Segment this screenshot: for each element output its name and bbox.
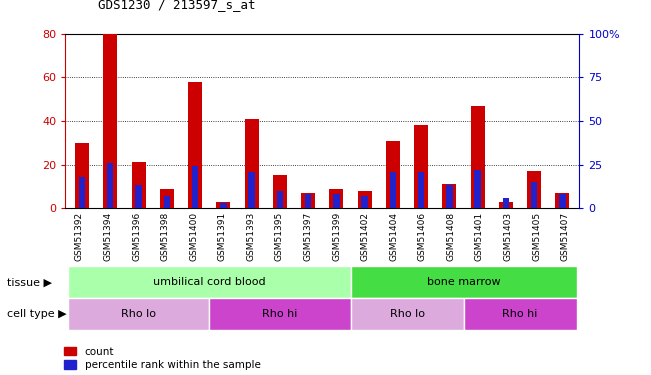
Text: GSM51401: GSM51401: [475, 212, 484, 261]
Bar: [216, 202, 230, 208]
Text: Rho hi: Rho hi: [262, 309, 298, 319]
Bar: [464, 298, 577, 330]
Bar: [159, 189, 174, 208]
Bar: [446, 186, 452, 208]
Text: Rho lo: Rho lo: [121, 309, 156, 319]
Text: GSM51406: GSM51406: [418, 212, 427, 261]
Bar: [132, 162, 146, 208]
Bar: [68, 266, 350, 298]
Text: umbilical cord blood: umbilical cord blood: [153, 277, 266, 287]
Text: GSM51400: GSM51400: [189, 212, 198, 261]
Text: GSM51392: GSM51392: [75, 212, 84, 261]
Bar: [188, 82, 202, 208]
Bar: [418, 171, 424, 208]
Bar: [277, 190, 283, 208]
Bar: [305, 194, 311, 208]
Bar: [301, 193, 315, 208]
Bar: [163, 196, 170, 208]
Bar: [357, 190, 372, 208]
Bar: [75, 143, 89, 208]
Bar: [350, 298, 464, 330]
Bar: [499, 202, 513, 208]
Bar: [555, 193, 570, 208]
Bar: [333, 194, 340, 208]
Text: GSM51395: GSM51395: [275, 212, 284, 261]
Bar: [329, 189, 344, 208]
Text: GSM51393: GSM51393: [246, 212, 255, 261]
Text: GSM51403: GSM51403: [503, 212, 512, 261]
Text: GSM51407: GSM51407: [561, 212, 570, 261]
Text: GSM51396: GSM51396: [132, 212, 141, 261]
Text: cell type ▶: cell type ▶: [7, 309, 66, 319]
Bar: [245, 119, 258, 208]
Bar: [79, 177, 85, 208]
Text: GSM51405: GSM51405: [532, 212, 541, 261]
Bar: [414, 125, 428, 208]
Text: Rho hi: Rho hi: [503, 309, 538, 319]
Text: GDS1230 / 213597_s_at: GDS1230 / 213597_s_at: [98, 0, 255, 11]
Bar: [350, 266, 577, 298]
Bar: [209, 298, 350, 330]
Bar: [471, 106, 485, 208]
Bar: [503, 198, 509, 208]
Bar: [475, 170, 481, 208]
Text: GSM51404: GSM51404: [389, 212, 398, 261]
Bar: [104, 34, 117, 208]
Bar: [531, 182, 537, 208]
Legend: count, percentile rank within the sample: count, percentile rank within the sample: [64, 346, 260, 370]
Bar: [559, 194, 566, 208]
Bar: [107, 163, 113, 208]
Text: bone marrow: bone marrow: [426, 277, 501, 287]
Bar: [273, 176, 287, 208]
Text: GSM51402: GSM51402: [361, 212, 370, 261]
Bar: [390, 171, 396, 208]
Bar: [192, 166, 199, 208]
Bar: [361, 196, 368, 208]
Text: GSM51397: GSM51397: [303, 212, 312, 261]
Text: GSM51399: GSM51399: [332, 212, 341, 261]
Text: GSM51398: GSM51398: [161, 212, 170, 261]
Text: GSM51408: GSM51408: [447, 212, 455, 261]
Bar: [527, 171, 541, 208]
Bar: [386, 141, 400, 208]
Bar: [249, 171, 255, 208]
Text: GSM51391: GSM51391: [217, 212, 227, 261]
Bar: [135, 186, 142, 208]
Text: tissue ▶: tissue ▶: [7, 277, 51, 287]
Bar: [442, 184, 456, 208]
Bar: [220, 203, 227, 208]
Text: GSM51394: GSM51394: [104, 212, 113, 261]
Bar: [68, 298, 209, 330]
Text: Rho lo: Rho lo: [389, 309, 424, 319]
